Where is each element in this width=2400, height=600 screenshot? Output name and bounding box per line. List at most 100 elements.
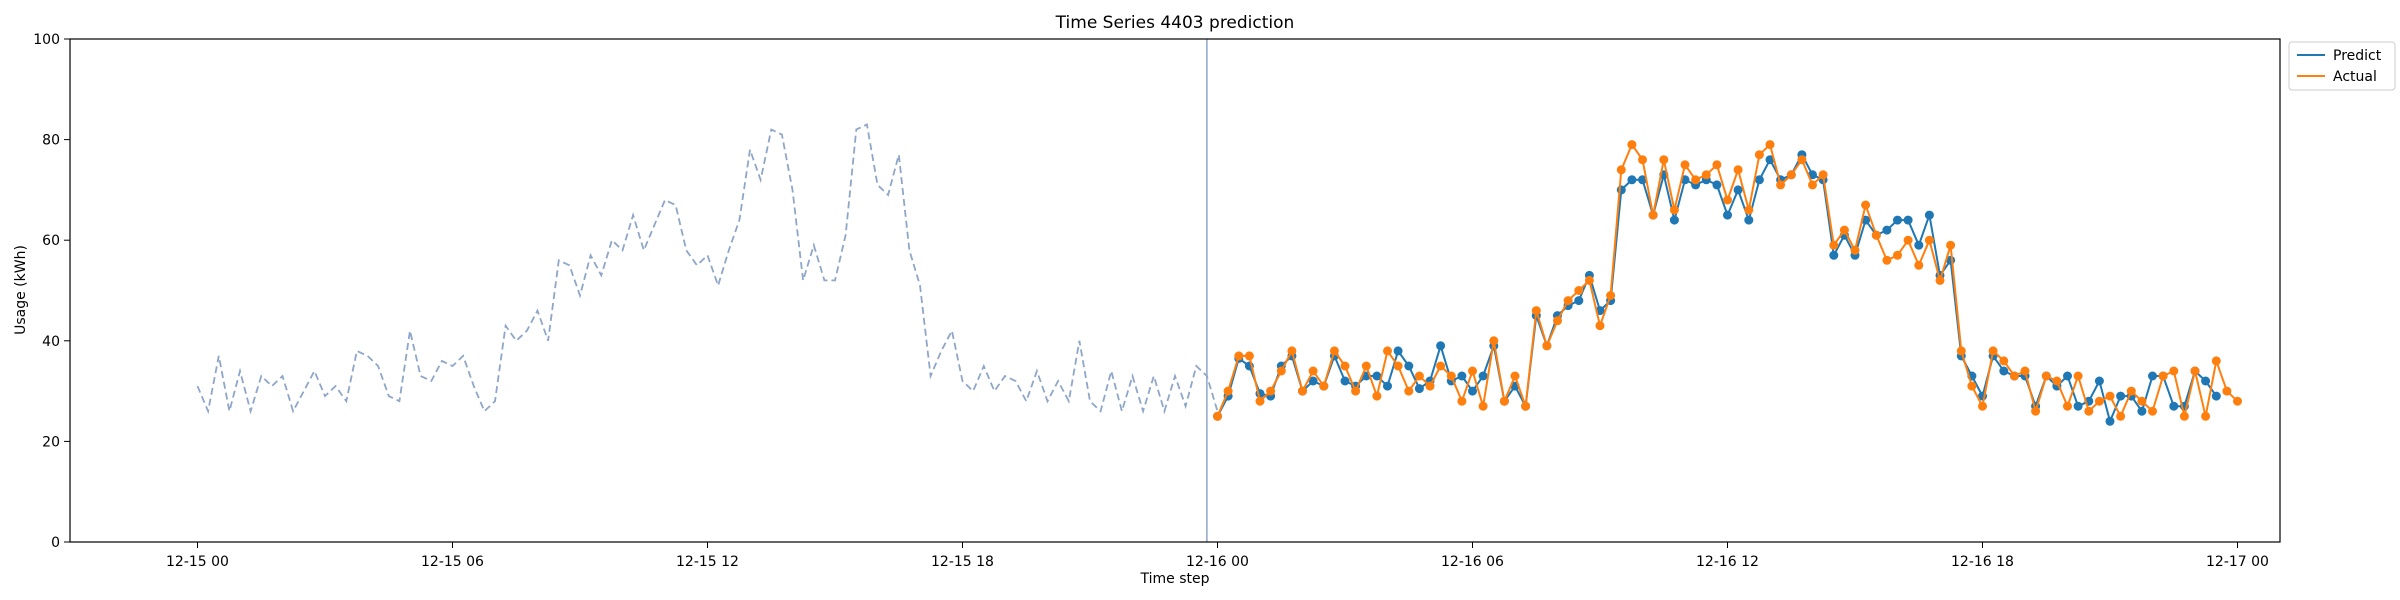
predict-point xyxy=(1436,341,1446,351)
predict-point xyxy=(1914,240,1924,250)
x-tick-label: 12-15 12 xyxy=(676,554,739,570)
predict-point xyxy=(2148,371,2157,381)
legend-label-actual: Actual xyxy=(2333,69,2377,85)
predict-point xyxy=(1372,371,1382,381)
predict-point xyxy=(2137,406,2147,416)
y-tick-label: 80 xyxy=(42,133,60,149)
x-tick-label: 12-15 06 xyxy=(421,554,484,570)
predict-point xyxy=(2094,376,2104,386)
y-axis-label: Usage (kWh) xyxy=(13,245,29,335)
actual-point xyxy=(1701,170,1711,180)
actual-point xyxy=(1499,396,1509,406)
predict-point xyxy=(2073,401,2083,411)
actual-point xyxy=(1383,346,1392,356)
actual-point xyxy=(1308,366,1318,376)
actual-point xyxy=(1425,381,1435,391)
actual-point xyxy=(1988,346,1998,356)
actual-point xyxy=(1723,195,1732,205)
actual-point xyxy=(1616,165,1626,175)
actual-point xyxy=(1882,255,1892,265)
actual-point xyxy=(1404,386,1414,396)
x-axis-label: Time step xyxy=(1140,571,1210,587)
actual-point xyxy=(1457,396,1467,406)
actual-point xyxy=(1276,366,1286,376)
actual-point xyxy=(1956,346,1966,356)
actual-point xyxy=(1669,205,1679,215)
predict-point xyxy=(1893,215,1902,225)
predict-point xyxy=(2105,416,2115,426)
predict-point xyxy=(2211,391,2221,401)
actual-point xyxy=(2233,396,2242,406)
actual-point xyxy=(1850,245,1860,255)
actual-point xyxy=(1298,386,1307,396)
actual-point xyxy=(2084,406,2094,416)
history-line xyxy=(196,123,1219,415)
predict-point xyxy=(2116,391,2126,401)
actual-point xyxy=(2158,371,2168,381)
actual-point xyxy=(1924,235,1934,245)
y-tick-label: 40 xyxy=(42,334,60,350)
x-axis: 12-15 00 12-15 06 12-15 12 12-15 18 12-16 00… xyxy=(166,542,2269,570)
predict-point xyxy=(1638,175,1647,185)
actual-point xyxy=(1223,386,1233,396)
actual-point xyxy=(1627,140,1637,150)
plot-frame xyxy=(69,38,2281,543)
actual-point xyxy=(1329,346,1339,356)
actual-point xyxy=(1446,371,1456,381)
y-axis: 0 20 40 60 80 100 xyxy=(33,32,70,551)
actual-point xyxy=(2020,366,2030,376)
actual-point xyxy=(1829,240,1839,250)
actual-point xyxy=(1531,306,1541,316)
actual-point xyxy=(2169,366,2179,376)
predict-point xyxy=(1574,296,1584,306)
predict-point xyxy=(2201,376,2211,386)
predict-point xyxy=(1924,210,1934,220)
actual-point xyxy=(1978,401,1987,411)
actual-point xyxy=(1680,160,1690,170)
predict-point xyxy=(1414,384,1424,394)
actual-point xyxy=(1914,260,1924,270)
actual-point xyxy=(2148,406,2157,416)
actual-point xyxy=(1606,291,1616,300)
predict-point xyxy=(2063,371,2072,381)
predict-point xyxy=(1627,175,1637,185)
legend-label-predict: Predict xyxy=(2333,48,2382,64)
actual-point xyxy=(1691,175,1701,185)
predict-point xyxy=(1478,371,1488,381)
actual-point xyxy=(1244,351,1254,361)
actual-point xyxy=(1638,155,1647,165)
actual-point xyxy=(1871,230,1881,240)
predict-point xyxy=(1903,215,1913,225)
actual-point xyxy=(1818,170,1828,180)
actual-point xyxy=(1903,235,1913,245)
x-tick-label: 12-16 12 xyxy=(1696,554,1759,570)
actual-point xyxy=(1712,160,1722,170)
actual-point xyxy=(2009,371,2019,381)
actual-point xyxy=(2105,391,2115,401)
predict-point xyxy=(1754,175,1764,185)
actual-point xyxy=(1765,140,1775,150)
actual-point xyxy=(1372,391,1382,401)
x-tick-label: 12-16 00 xyxy=(1186,554,1249,570)
predict-point xyxy=(1882,225,1892,235)
predict-point xyxy=(1616,185,1626,195)
actual-point xyxy=(1351,386,1361,396)
predict-point xyxy=(1669,215,1679,225)
chart-title: Time Series 4403 prediction xyxy=(1055,13,1295,33)
actual-point xyxy=(1839,225,1849,235)
actual-point xyxy=(2052,376,2062,386)
actual-point xyxy=(2041,371,2051,381)
y-tick-label: 100 xyxy=(33,32,60,48)
y-tick-label: 0 xyxy=(51,535,60,551)
actual-point xyxy=(1510,371,1520,381)
actual-point xyxy=(1563,296,1573,306)
actual-point xyxy=(1999,356,2009,366)
predict-point xyxy=(1723,210,1732,220)
actual-point xyxy=(1213,411,1222,421)
predict-point xyxy=(1340,376,1350,386)
actual-point xyxy=(1659,155,1669,165)
x-tick-label: 12-16 18 xyxy=(1951,554,2014,570)
predict-point xyxy=(1733,185,1743,195)
plot-area xyxy=(196,39,2242,542)
actual-point xyxy=(1574,286,1584,295)
